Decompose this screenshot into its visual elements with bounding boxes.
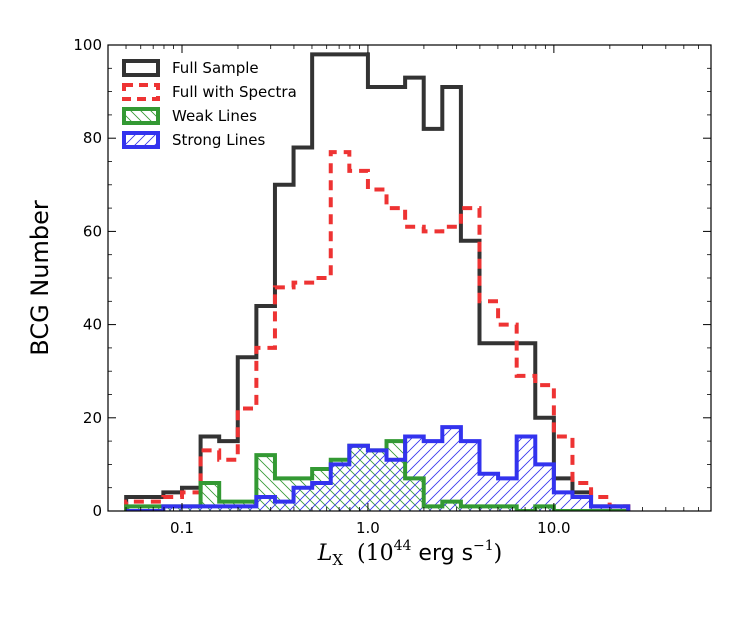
legend-swatch xyxy=(122,83,160,101)
legend-swatch xyxy=(122,107,160,125)
y-tick-label: 40 xyxy=(83,316,102,334)
legend-label: Weak Lines xyxy=(172,107,257,125)
x-label-exponent: 44 xyxy=(394,538,412,554)
x-tick-label: 1.0 xyxy=(356,519,380,537)
y-tick-label: 20 xyxy=(83,409,102,427)
x-axis-label: LX (1044 erg s−1) xyxy=(317,538,503,569)
legend-label: Full Sample xyxy=(172,59,259,77)
axis-ticks xyxy=(108,44,711,512)
full-sample-series-line xyxy=(124,52,631,511)
legend-swatch xyxy=(122,59,160,77)
x-label-unit-open: (10 xyxy=(357,541,394,566)
legend-item-full-sample: Full Sample xyxy=(122,59,259,77)
x-label-unit-text: erg s xyxy=(411,541,473,566)
legend-item-strong-lines: Strong Lines xyxy=(122,131,265,149)
legend-label: Strong Lines xyxy=(172,131,265,149)
y-tick-label: 80 xyxy=(83,129,102,147)
x-label-unit-close: ) xyxy=(494,541,503,566)
hatched-fills xyxy=(126,427,629,511)
x-tick-label: 0.1 xyxy=(170,519,194,537)
x-label-symbol: L xyxy=(317,541,333,566)
x-label-subscript: X xyxy=(332,551,343,569)
legend: Full Sample Full with Spectra Weak Lines St… xyxy=(122,59,297,149)
legend-label: Full with Spectra xyxy=(172,83,297,101)
legend-swatch xyxy=(122,131,160,149)
y-tick-label: 0 xyxy=(92,502,102,520)
x-tick-label: 10.0 xyxy=(537,519,570,537)
y-tick-label: 100 xyxy=(73,36,102,54)
strong-lines-hatch-fill xyxy=(126,427,629,511)
y-axis-label: BCG Number xyxy=(26,200,54,356)
legend-item-full-with-spectra: Full with Spectra xyxy=(122,83,297,101)
full-with-spectra-series-line xyxy=(124,150,631,511)
y-tick-label: 60 xyxy=(83,222,102,240)
tick-labels: 0 20 40 60 80 100 0.1 1.0 10.0 xyxy=(73,36,570,537)
histogram-series xyxy=(124,52,631,511)
strong-lines-series-line xyxy=(126,425,631,511)
legend-item-weak-lines: Weak Lines xyxy=(122,107,257,125)
x-label-unit-exponent: −1 xyxy=(473,538,494,554)
